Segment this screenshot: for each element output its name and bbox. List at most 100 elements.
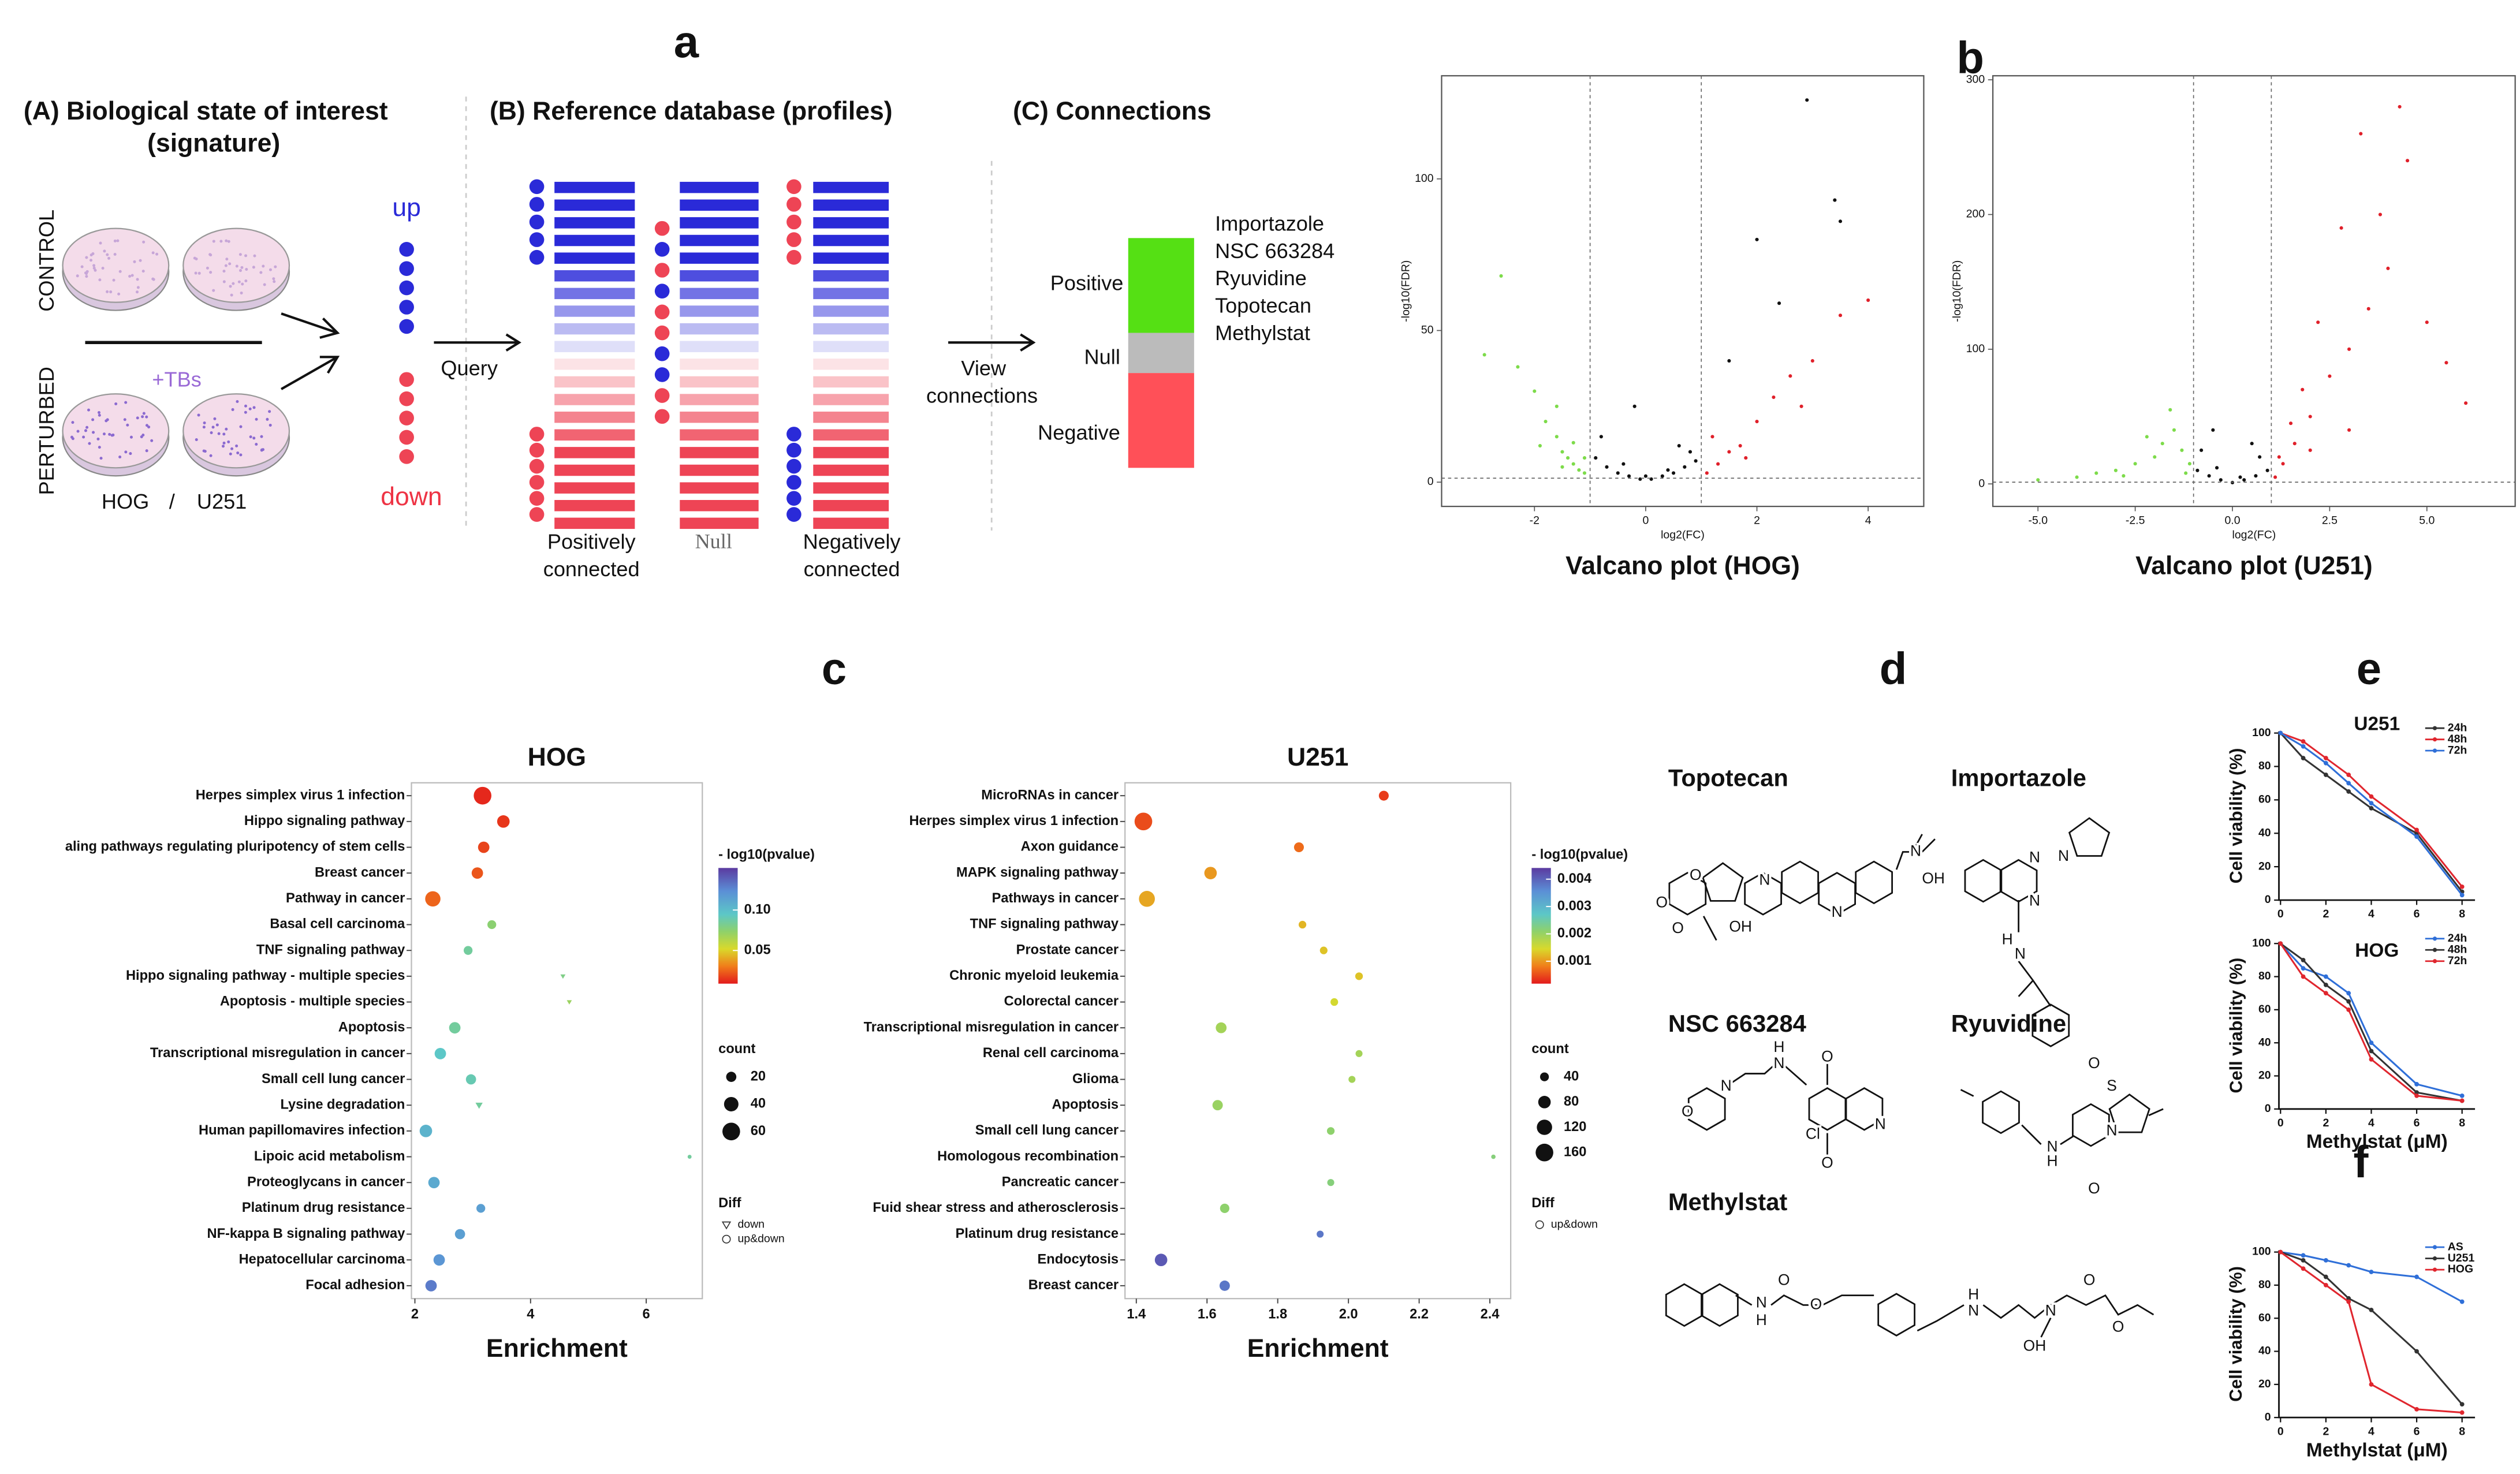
gene-dot: [654, 388, 670, 403]
plot-frame: [411, 782, 703, 1300]
legend-marker: [2432, 1256, 2437, 1261]
cell: [208, 253, 212, 256]
atom-label: O: [1682, 1102, 1694, 1120]
data-point: [2250, 442, 2254, 446]
cell: [145, 415, 148, 419]
cell: [244, 404, 247, 408]
cell: [155, 252, 159, 256]
cell: [92, 264, 96, 267]
cell: [85, 270, 89, 273]
cell: [227, 240, 230, 243]
gene-dot: [654, 367, 670, 382]
x-tick-label: 6: [2414, 1117, 2420, 1129]
bubble: [1491, 1154, 1496, 1159]
compound: Methylstat: [1215, 321, 1310, 345]
cell: [128, 275, 132, 278]
diff-key: [721, 1221, 732, 1230]
cell: [260, 448, 263, 451]
cell: [236, 451, 240, 454]
gene-dot: [654, 409, 670, 424]
profile-stripe: [554, 270, 635, 282]
cell: [227, 440, 230, 443]
diff-key-label: down: [737, 1218, 765, 1230]
data-point: [2369, 1048, 2374, 1054]
bubble: [1355, 1050, 1363, 1057]
cell: [76, 274, 79, 278]
cell: [80, 265, 84, 268]
treatment-label: +TBs: [152, 368, 201, 391]
data-point: [2187, 462, 2191, 466]
ring: [2072, 1103, 2110, 1147]
compound: Importazole: [1215, 212, 1324, 236]
data-point: [2425, 320, 2429, 324]
data-point: [1566, 456, 1570, 460]
y-tick-label: 300: [1966, 73, 1985, 85]
profile-stripe: [554, 429, 635, 441]
cell: [136, 286, 140, 289]
data-point: [1694, 459, 1698, 463]
data-point: [1555, 404, 1559, 408]
data-point: [2323, 760, 2328, 766]
profile-stripe: [813, 482, 889, 494]
data-point: [1516, 365, 1520, 369]
data-point: [2414, 1090, 2419, 1095]
bubble: [449, 1022, 461, 1034]
cell: [194, 271, 197, 275]
legend-marker: [2432, 936, 2437, 941]
category-label: Colorectal cancer: [1004, 994, 1119, 1009]
data-point: [2160, 442, 2164, 446]
cell: [126, 423, 129, 427]
cell: [145, 449, 148, 453]
data-point: [2301, 756, 2306, 760]
category-label: Breast cancer: [1028, 1278, 1119, 1293]
atom-label: O: [2088, 1180, 2100, 1197]
cell: [230, 293, 233, 297]
category-label: Small cell lung cancer: [975, 1123, 1119, 1138]
cell: [113, 239, 117, 242]
chart-title: U251: [1287, 743, 1348, 771]
x-axis-label: log2(FC): [2232, 528, 2276, 541]
molecule-name: Ryuvidine: [1951, 1010, 2066, 1037]
data-point: [1788, 374, 1792, 378]
profile-stripe: [680, 323, 759, 335]
data-point: [2459, 1098, 2465, 1103]
category-label: Homologous recombination: [937, 1149, 1119, 1164]
atom-label: N: [1756, 1294, 1767, 1311]
data-point: [2180, 448, 2184, 452]
data-point: [2113, 468, 2118, 472]
bubble: [1220, 1203, 1229, 1213]
profile-label: connected: [804, 557, 900, 581]
panel-a: (A) Biological state of interest (signat…: [24, 96, 1334, 581]
data-point: [1727, 450, 1731, 454]
panel-label: c: [822, 643, 847, 693]
gene-dot: [786, 442, 802, 458]
bond: [1702, 916, 1717, 941]
data-point: [2369, 1307, 2374, 1312]
cell: [118, 456, 122, 459]
data-point: [1755, 419, 1759, 424]
atom-label: O: [1690, 866, 1702, 883]
x-tick-label: 2.5: [2322, 514, 2338, 527]
cell: [232, 282, 235, 285]
arrow: [948, 333, 1036, 352]
profile-label: Null: [695, 529, 732, 553]
size-key: [1538, 1096, 1551, 1109]
data-point: [1688, 450, 1693, 454]
profile-stripe: [554, 499, 635, 512]
profile-stripe: [813, 411, 889, 423]
data-point: [2238, 475, 2242, 479]
data-point: [2323, 974, 2328, 979]
profile-stripe: [680, 341, 759, 352]
cell: [263, 283, 266, 286]
bubble: [433, 1254, 445, 1266]
data-point: [2346, 773, 2351, 777]
cell: [113, 252, 117, 256]
data-point: [2369, 1270, 2374, 1274]
data-point: [2323, 982, 2328, 987]
profile-stripe: [680, 288, 759, 300]
data-point: [2459, 884, 2465, 889]
cell: [240, 266, 244, 269]
gene-dot: [786, 249, 802, 265]
x-tick-label: 6: [2414, 1425, 2420, 1438]
bubble: [454, 1229, 465, 1240]
